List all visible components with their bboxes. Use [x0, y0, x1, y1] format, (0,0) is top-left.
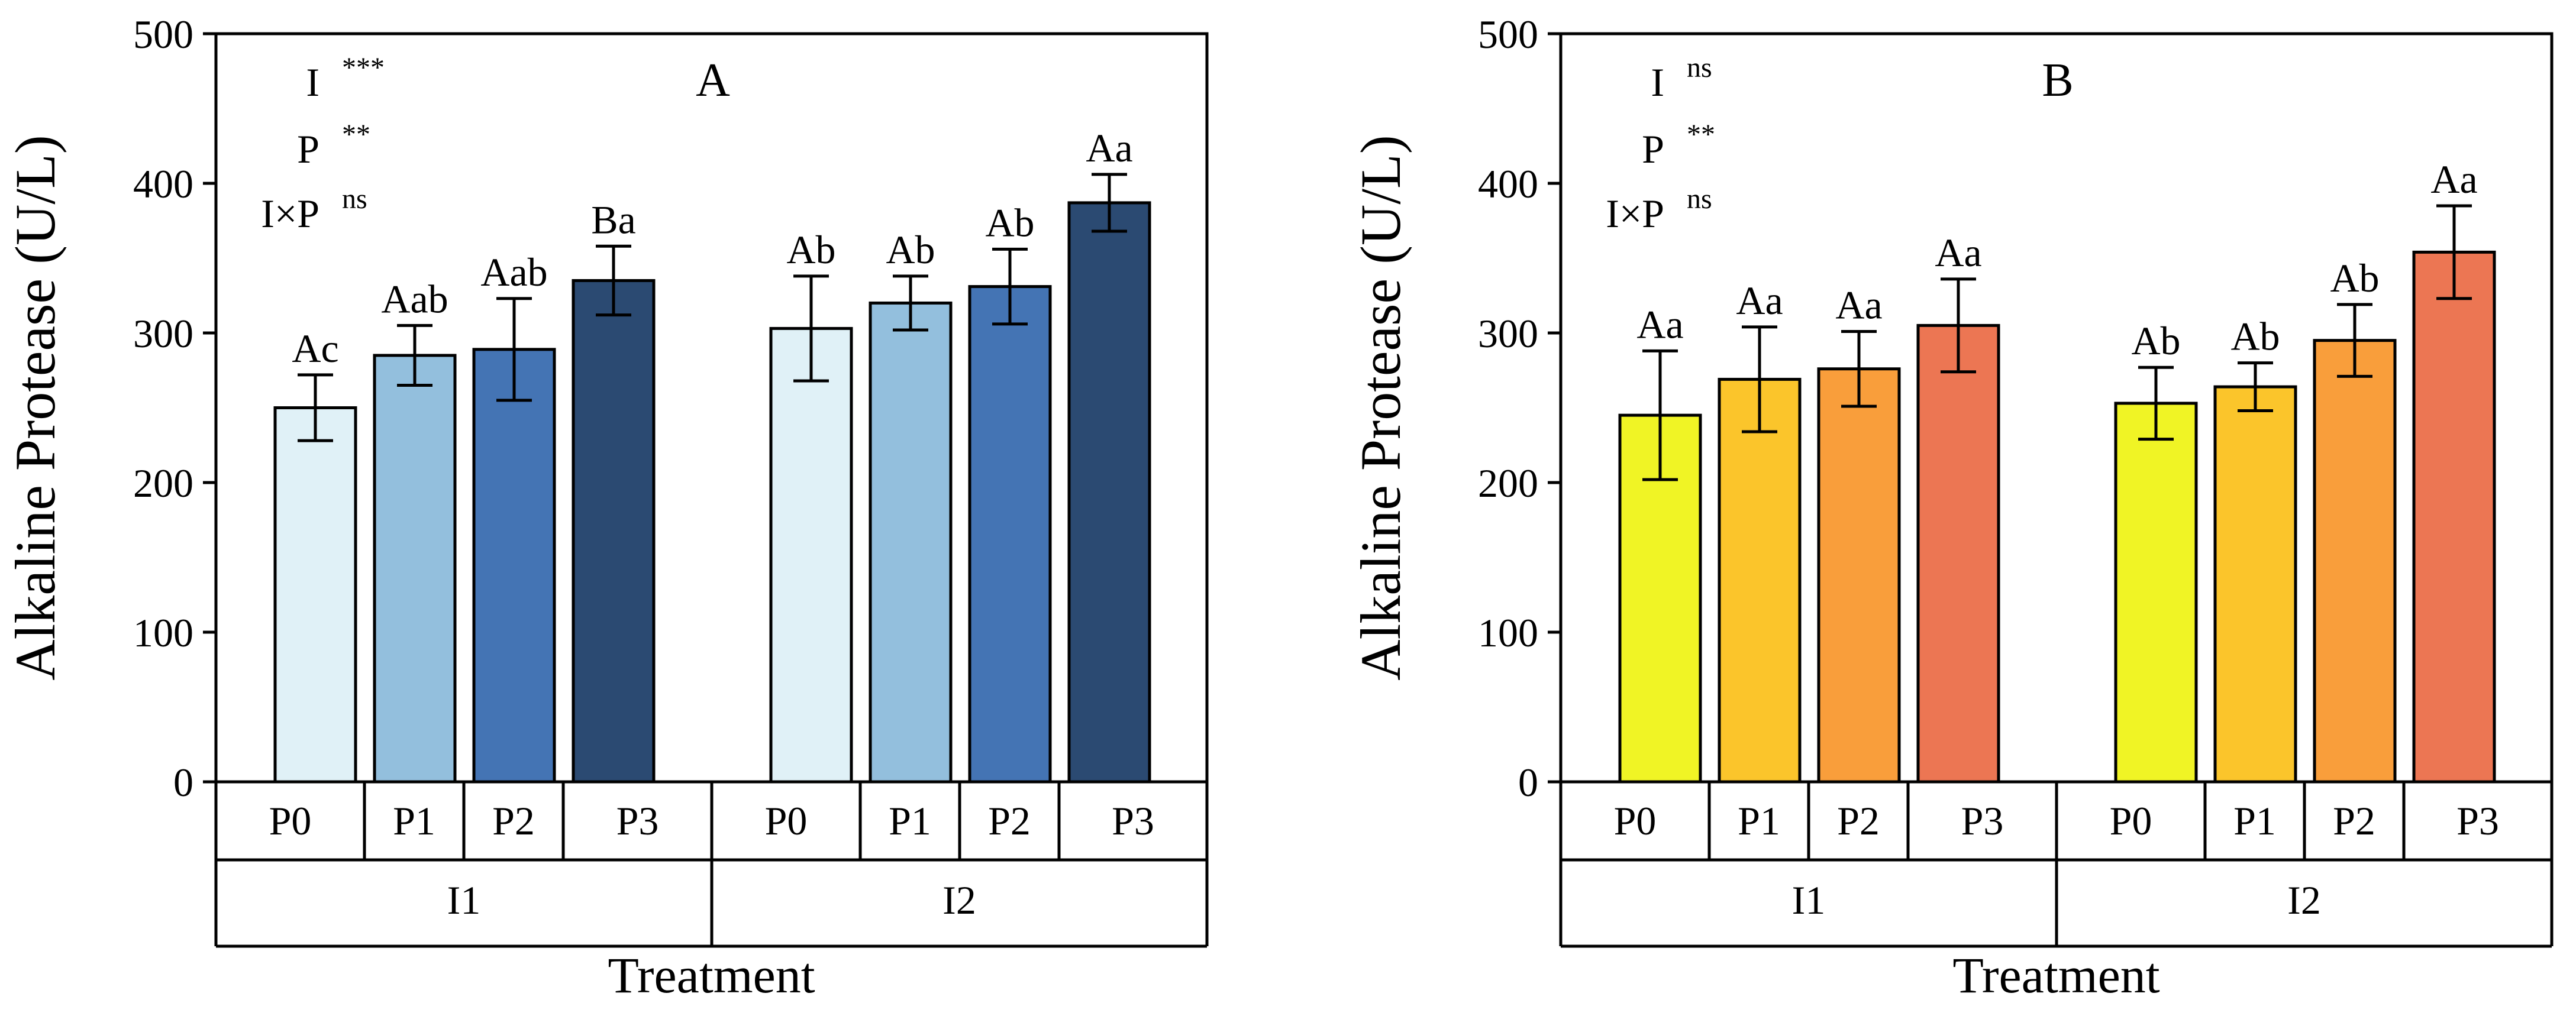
bar-i2-p3 — [1067, 201, 1151, 784]
significance-letter: Aab — [480, 250, 547, 295]
bar-i1-p1 — [373, 354, 457, 784]
bar-i1-p0 — [273, 406, 357, 784]
significance-letter: Ab — [886, 227, 935, 272]
significance-letter: Ab — [2330, 255, 2379, 300]
panel-label: B — [2042, 54, 2073, 106]
category-label: P2 — [1837, 798, 1880, 843]
category-label: P0 — [269, 798, 312, 843]
significance-letter: Ab — [2131, 318, 2180, 363]
significance-letter: Aa — [1086, 125, 1132, 170]
stat-significance: ns — [1687, 183, 1712, 215]
category-label: P0 — [2110, 798, 2152, 843]
significance-letter: Ba — [591, 197, 636, 242]
y-tick-label: 500 — [1478, 12, 1538, 57]
category-label: P2 — [988, 798, 1031, 843]
y-tick-label: 400 — [1478, 161, 1538, 206]
stat-significance: ns — [342, 183, 367, 215]
group-label: I1 — [447, 878, 481, 923]
y-tick-label: 0 — [173, 760, 193, 805]
bar-i2-p0 — [769, 326, 853, 784]
y-axis-label: Alkaline Protease (U/L) — [1349, 135, 1412, 680]
category-label: P3 — [2456, 798, 2499, 843]
bar-i1-p2 — [472, 348, 556, 784]
stat-significance: ** — [1687, 119, 1715, 150]
category-label: P1 — [889, 798, 931, 843]
bar-i1-p3 — [572, 279, 656, 784]
bar-i2-p2 — [2313, 339, 2397, 784]
stat-label: I — [1651, 60, 1664, 105]
significance-letter: Aa — [1736, 278, 1783, 323]
category-label: P3 — [616, 798, 659, 843]
group-label: I1 — [1792, 878, 1826, 923]
stat-label: I×P — [1606, 191, 1664, 236]
group-label: I2 — [942, 878, 976, 923]
panel-label: A — [696, 54, 730, 106]
bar-i1-p1 — [1718, 377, 1802, 784]
y-tick-label: 500 — [133, 12, 193, 57]
stat-label: I×P — [261, 191, 319, 236]
x-axis-label: Treatment — [1952, 947, 2159, 1004]
category-label: P0 — [1614, 798, 1657, 843]
significance-letter: Ac — [292, 326, 338, 371]
y-tick-label: 400 — [133, 161, 193, 206]
bar-i1-p2 — [1817, 367, 1901, 784]
category-label: P0 — [765, 798, 808, 843]
category-label: P3 — [1112, 798, 1154, 843]
y-tick-label: 100 — [133, 610, 193, 655]
category-label: P1 — [1738, 798, 1780, 843]
category-label: P1 — [393, 798, 435, 843]
bar-i2-p0 — [2114, 402, 2198, 784]
stat-label: P — [1642, 127, 1664, 172]
y-tick-label: 100 — [1478, 610, 1538, 655]
y-tick-label: 300 — [1478, 311, 1538, 356]
group-label: I2 — [2287, 878, 2321, 923]
category-label: P2 — [492, 798, 535, 843]
stat-label: I — [306, 60, 319, 105]
significance-letter: Ab — [2230, 314, 2280, 359]
bar-i2-p3 — [2412, 250, 2496, 784]
bar-i2-p2 — [968, 285, 1052, 784]
stat-significance: ns — [1687, 52, 1712, 83]
significance-letter: Aa — [1935, 230, 1981, 275]
stat-significance: *** — [342, 52, 385, 83]
y-tick-label: 0 — [1518, 760, 1538, 805]
chart-panel-a: 0 100 200 300 400 500 Alkaline Protease (U/L) A… — [4, 12, 1209, 1004]
significance-letter: Ab — [985, 200, 1034, 245]
category-label: P3 — [1961, 798, 2004, 843]
significance-letter: Aab — [381, 276, 448, 321]
significance-letter: Ab — [786, 227, 835, 272]
significance-letter: Aa — [1636, 302, 1683, 347]
stat-label: P — [297, 127, 319, 172]
bar-i1-p3 — [1916, 323, 2000, 784]
y-tick-label: 200 — [1478, 461, 1538, 506]
category-label: P1 — [2233, 798, 2276, 843]
y-tick-label: 300 — [133, 311, 193, 356]
significance-letter: Aa — [1835, 282, 1882, 327]
stat-significance: ** — [342, 119, 370, 150]
category-label: P2 — [2333, 798, 2375, 843]
significance-letter: Aa — [2430, 157, 2477, 202]
bar-i2-p1 — [869, 301, 953, 784]
bar-i2-p1 — [2213, 385, 2297, 784]
x-axis-label: Treatment — [608, 947, 815, 1004]
chart-panel-b: 0 100 200 300 400 500 Alkaline Protease (U/L) B… — [1349, 12, 2554, 1004]
y-axis-label: Alkaline Protease (U/L) — [4, 135, 67, 680]
y-tick-label: 200 — [133, 461, 193, 506]
